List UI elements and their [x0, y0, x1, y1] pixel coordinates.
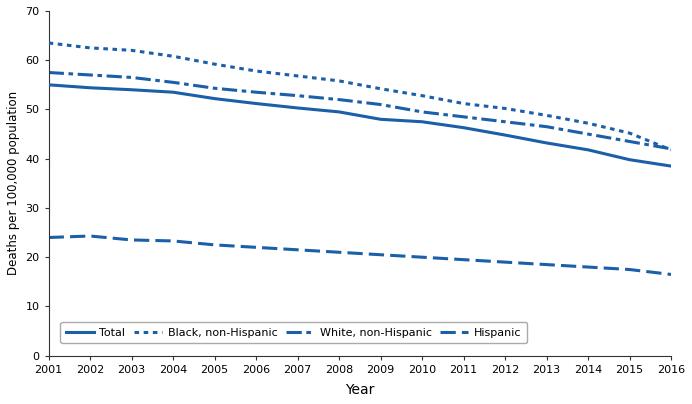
Legend: Total, Black, non-Hispanic, White, non-Hispanic, Hispanic: Total, Black, non-Hispanic, White, non-H… — [60, 322, 527, 343]
Y-axis label: Deaths per 100,000 population: Deaths per 100,000 population — [7, 91, 20, 276]
X-axis label: Year: Year — [345, 383, 374, 397]
